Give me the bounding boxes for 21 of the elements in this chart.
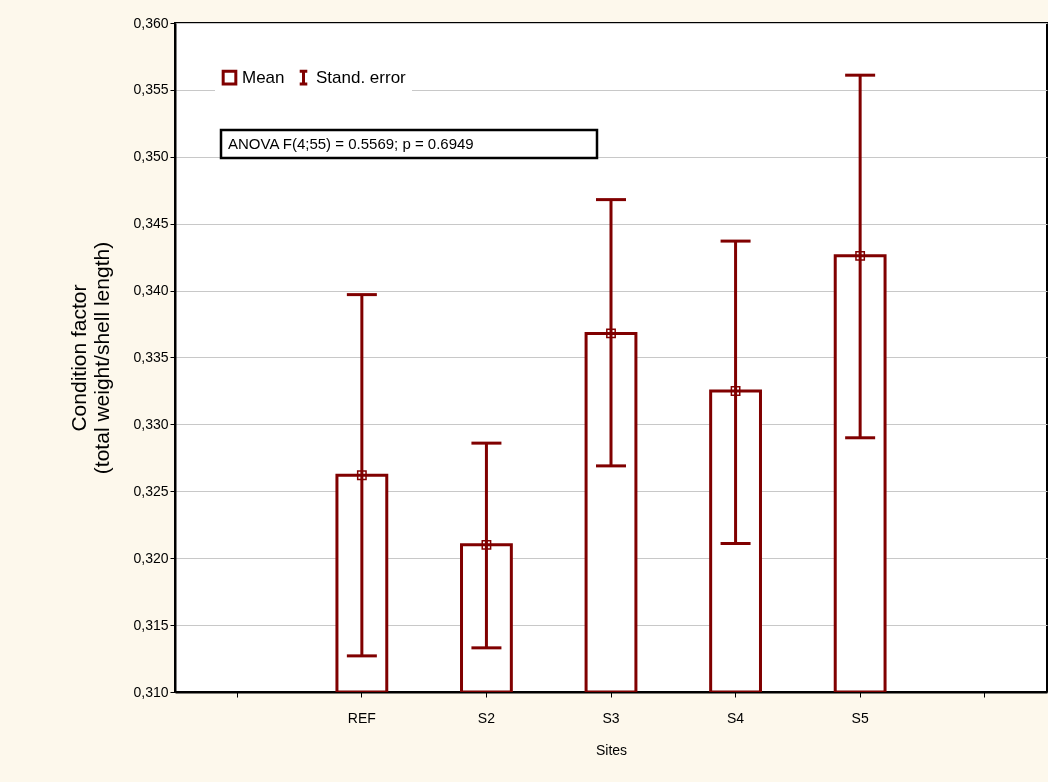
y-tick-label: 0,320 [133,549,169,566]
y-tick-label: 0,355 [133,81,169,98]
y-tick-label: 0,360 [133,14,169,31]
y-tick-label: 0,315 [133,616,169,633]
y-tick-label: 0,345 [133,215,169,232]
x-tick-label: S4 [727,709,745,726]
y-tick-label: 0,350 [133,148,169,165]
x-axis-title: Sites [595,741,628,758]
annotation: Stand. error [316,67,407,87]
y-axis-title: Condition factor (total weight/shell length) [67,241,114,475]
x-tick-label: S3 [602,709,620,726]
y-tick-label: 0,310 [133,683,169,700]
annotation: ANOVA F(4;55) = 0.5569; p = 0.6949 [228,135,474,152]
x-tick-label: S2 [477,709,496,726]
y-tick-label: 0,330 [133,415,169,432]
y-tick-label: 0,340 [133,282,169,299]
y-tick-label: 0,335 [133,349,169,365]
x-tick-label: REF [347,709,376,726]
x-tick-label: S5 [851,709,869,726]
y-tick-label: 0,325 [133,482,169,499]
legend-label: Mean [242,67,285,87]
